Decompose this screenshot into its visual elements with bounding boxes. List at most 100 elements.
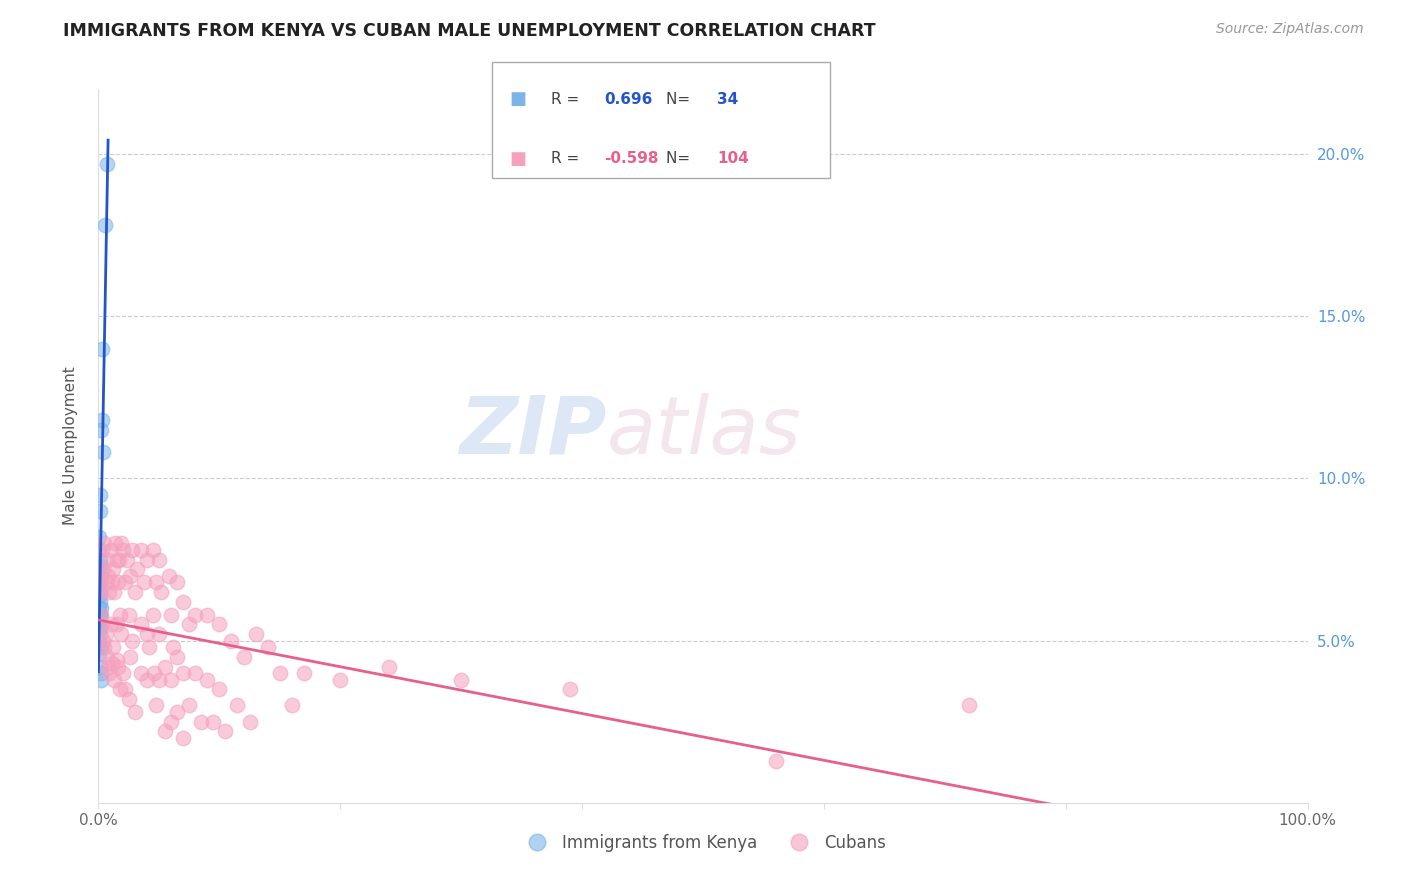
Point (110, 627, 132, 641)
Point (148, 627, 170, 641)
Point (157, 568, 180, 582)
Point (221, 633, 243, 648)
Point (91, 617, 114, 632)
Text: N=: N= (666, 92, 696, 106)
Point (90, 640, 112, 654)
Point (96, 552, 118, 566)
Point (145, 698, 167, 713)
Point (105, 653, 128, 667)
Point (90, 568, 112, 582)
Point (166, 705, 188, 719)
Point (90, 607, 112, 622)
Point (190, 714, 212, 729)
Point (208, 682, 231, 697)
Point (214, 724, 236, 739)
Point (121, 542, 143, 557)
Point (226, 698, 249, 713)
Point (232, 649, 254, 664)
Point (89, 575, 111, 590)
Point (239, 714, 262, 729)
Text: ZIP: ZIP (458, 392, 606, 471)
Point (269, 666, 291, 681)
Point (107, 659, 129, 673)
Text: -0.598: -0.598 (605, 152, 659, 166)
Point (245, 627, 267, 641)
Point (93, 536, 115, 550)
Point (179, 617, 201, 632)
Point (97, 568, 120, 582)
Point (184, 666, 207, 681)
Point (89, 488, 111, 502)
Point (135, 627, 157, 641)
Point (97, 659, 120, 673)
Point (135, 552, 157, 566)
Point (91, 342, 114, 356)
Point (96, 649, 118, 664)
Point (89, 647, 111, 661)
Point (111, 542, 134, 557)
Point (89, 575, 111, 590)
Point (172, 731, 194, 745)
Text: 34: 34 (717, 92, 738, 106)
Point (153, 724, 176, 739)
Point (142, 542, 165, 557)
Point (89, 562, 111, 576)
Point (118, 568, 141, 582)
Point (94, 219, 117, 233)
Point (166, 575, 188, 590)
Point (142, 607, 165, 622)
Point (89, 552, 111, 566)
Point (150, 585, 173, 599)
Point (103, 673, 125, 687)
Point (100, 657, 122, 671)
Point (91, 413, 114, 427)
Point (957, 698, 980, 713)
Point (101, 640, 124, 654)
Text: ■: ■ (509, 90, 526, 108)
Point (195, 673, 218, 687)
Point (117, 552, 139, 566)
Point (145, 575, 167, 590)
Point (89, 585, 111, 599)
Text: ■: ■ (509, 150, 526, 168)
Point (90, 673, 112, 687)
Point (558, 682, 581, 697)
Point (256, 640, 278, 654)
Point (184, 607, 207, 622)
Point (160, 714, 183, 729)
Text: 0.696: 0.696 (605, 92, 652, 106)
Point (134, 575, 156, 590)
Point (129, 617, 152, 632)
Point (166, 649, 188, 664)
Text: Source: ZipAtlas.com: Source: ZipAtlas.com (1216, 22, 1364, 37)
Point (450, 673, 472, 687)
Point (89, 627, 111, 641)
Point (160, 607, 183, 622)
Point (100, 575, 122, 590)
Point (90, 601, 112, 615)
Point (89, 530, 111, 544)
Text: R =: R = (551, 152, 585, 166)
Point (118, 692, 141, 706)
Point (292, 666, 315, 681)
Point (89, 640, 111, 654)
Point (114, 575, 136, 590)
Point (89, 595, 111, 609)
Point (103, 585, 125, 599)
Point (195, 607, 218, 622)
Point (108, 552, 131, 566)
Point (98, 666, 121, 681)
Point (90, 423, 112, 437)
Point (93, 640, 115, 654)
Point (89, 542, 111, 557)
Point (91, 633, 114, 648)
Point (143, 666, 166, 681)
Point (329, 673, 352, 687)
Point (87, 614, 110, 628)
Point (135, 673, 157, 687)
Point (377, 659, 399, 673)
Point (765, 754, 787, 768)
Point (162, 640, 184, 654)
Point (148, 673, 170, 687)
Point (89, 588, 111, 602)
